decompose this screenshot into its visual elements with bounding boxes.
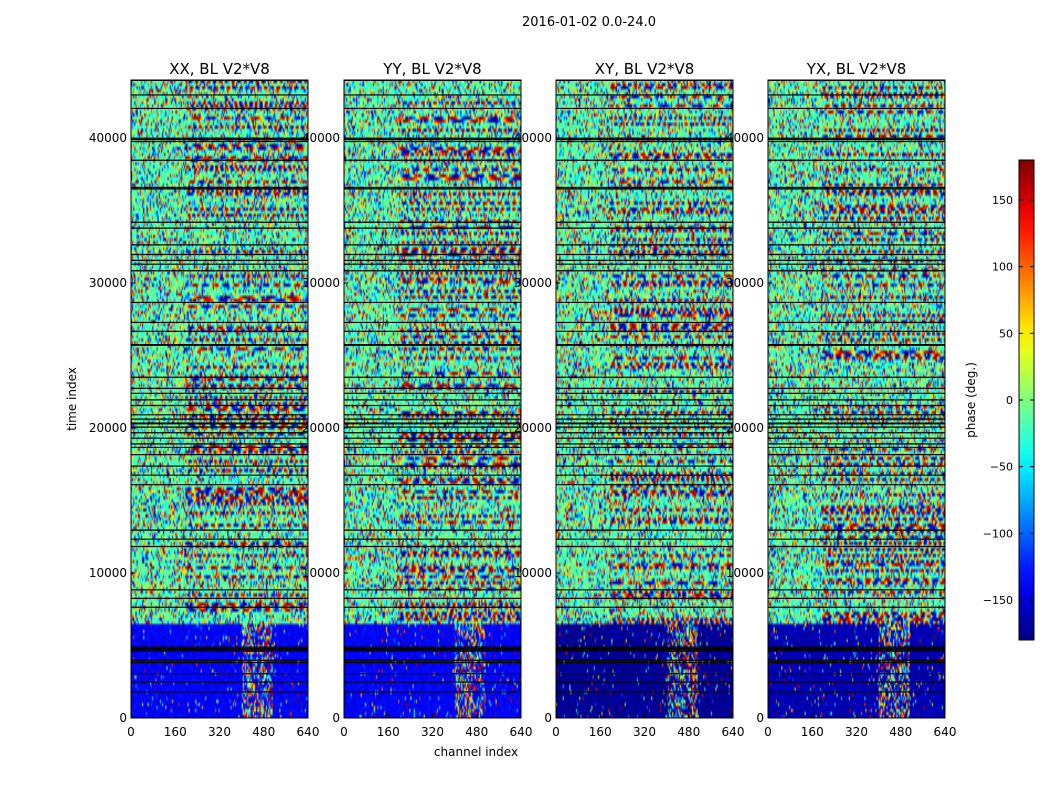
x-tick-label: 320	[845, 725, 868, 739]
x-tick-label: 0	[552, 725, 560, 739]
y-tick-label: 30000	[726, 276, 764, 290]
x-tick-label: 320	[208, 725, 231, 739]
y-tick-label: 40000	[726, 131, 764, 145]
x-tick-label: 0	[340, 725, 348, 739]
y-tick-label: 40000	[514, 131, 552, 145]
y-tick-label: 0	[544, 711, 552, 725]
y-tick-label: 30000	[89, 276, 127, 290]
x-tick-label: 320	[421, 725, 444, 739]
x-tick-label: 640	[297, 725, 320, 739]
x-tick-label: 480	[252, 725, 275, 739]
y-tick-label: 30000	[514, 276, 552, 290]
y-tick-label: 0	[756, 711, 764, 725]
x-tick-label: 0	[764, 725, 772, 739]
x-tick-label: 480	[677, 725, 700, 739]
y-tick-label: 10000	[514, 566, 552, 580]
panel-title: YX, BL V2*V8	[806, 60, 907, 78]
colorbar-tick-label: 100	[992, 261, 1013, 274]
y-tick-label: 20000	[302, 421, 340, 435]
x-tick-label: 160	[589, 725, 612, 739]
y-tick-label: 30000	[302, 276, 340, 290]
x-tick-label: 480	[465, 725, 488, 739]
y-tick-label: 10000	[726, 566, 764, 580]
y-tick-label: 0	[119, 711, 127, 725]
heatmap-image	[556, 80, 733, 718]
y-tick-label: 20000	[514, 421, 552, 435]
heatmap-image	[768, 80, 945, 718]
y-tick-label: 40000	[89, 131, 127, 145]
y-tick-label: 40000	[302, 131, 340, 145]
colorbar-tick-label: −150	[983, 594, 1013, 607]
colorbar-tick-label: −50	[990, 461, 1013, 474]
colorbar-tick-label: 50	[999, 327, 1013, 340]
panel-3: XY, BL V2*V8 0 160 320 480 640 0 10000 20000 3000…	[514, 60, 745, 739]
x-tick-label: 480	[889, 725, 912, 739]
y-tick-label: 20000	[726, 421, 764, 435]
x-tick-label: 160	[377, 725, 400, 739]
x-tick-label: 160	[164, 725, 187, 739]
panel-title: YY, BL V2*V8	[382, 60, 481, 78]
panels: XX, BL V2*V8 0 160 320 480 640 0 10000 20000 3000…	[65, 60, 956, 759]
heatmap-image	[344, 80, 521, 718]
figure-title: 2016-01-02 0.0-24.0	[522, 15, 656, 30]
colorbar-tick-label: 150	[992, 194, 1013, 207]
x-tick-label: 640	[722, 725, 745, 739]
x-tick-label: 640	[510, 725, 533, 739]
x-tick-label: 0	[127, 725, 135, 739]
panel-title: XY, BL V2*V8	[595, 60, 695, 78]
x-tick-label: 160	[801, 725, 824, 739]
x-tick-label: 640	[934, 725, 957, 739]
panel-title: XX, BL V2*V8	[169, 60, 270, 78]
y-tick-label: 0	[332, 711, 340, 725]
panel-1: XX, BL V2*V8 0 160 320 480 640 0 10000 20000 3000…	[65, 60, 319, 739]
y-tick-label: 20000	[89, 421, 127, 435]
x-axis-label: channel index	[434, 745, 518, 759]
panel-4: YX, BL V2*V8 0 160 320 480 640 0 10000 20000 3000…	[726, 60, 957, 739]
colorbar-label: phase (deg.)	[964, 362, 978, 438]
y-tick-label: 10000	[302, 566, 340, 580]
heatmap-image	[131, 80, 308, 718]
colorbar-tick-label: −100	[983, 527, 1013, 540]
panel-2: YY, BL V2*V8 0 160 320 480 640 0 10000 20000 3000…	[302, 60, 533, 759]
y-tick-label: 10000	[89, 566, 127, 580]
y-axis-label: time index	[65, 367, 79, 431]
colorbar: 150 100 50 0 −50 −100 −150 phase (deg.)	[964, 159, 1035, 641]
x-tick-label: 320	[633, 725, 656, 739]
colorbar-tick-label: 0	[1006, 394, 1013, 407]
